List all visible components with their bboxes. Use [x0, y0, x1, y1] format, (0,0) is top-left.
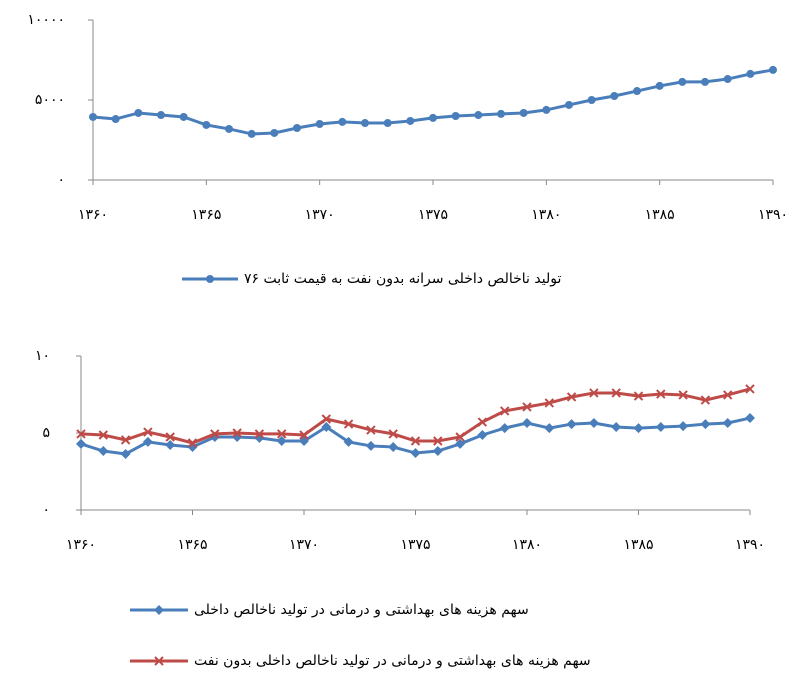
marker: [112, 115, 120, 123]
x-tick-label: ۱۳۷۰: [289, 537, 319, 553]
x-tick-label: ۱۳۶۰: [66, 537, 96, 553]
marker: [656, 82, 664, 90]
marker: [520, 109, 528, 117]
x-tick-label: ۱۳۷۰: [305, 207, 335, 223]
y-tick-label: ۵: [42, 425, 50, 441]
marker: [477, 430, 487, 440]
x-tick-label: ۱۳۸۵: [645, 207, 675, 223]
x-tick-label: ۱۳۹۰: [758, 207, 788, 223]
marker: [723, 418, 733, 428]
page: ۰ ۵۰۰۰ ۱۰۰۰۰ ۱۳۶۰ ۱۳۶۵ ۱۳۷۰ ۱۳۷۵ ۱۳۸۰ ۱۳۸۵ ۱۳۹۰ تو…: [0, 0, 794, 677]
marker: [656, 422, 666, 432]
marker: [366, 441, 376, 451]
marker: [678, 421, 688, 431]
marker: [76, 439, 86, 449]
marker: [429, 114, 437, 122]
series-line: [81, 389, 750, 443]
y-tick-label: ۵۰۰۰: [35, 92, 65, 108]
marker: [565, 101, 573, 109]
marker: [338, 118, 346, 126]
marker: [157, 111, 165, 119]
marker: [388, 442, 398, 452]
charts: ۰ ۵۰۰۰ ۱۰۰۰۰ ۱۳۶۰ ۱۳۶۵ ۱۳۷۰ ۱۳۷۵ ۱۳۸۰ ۱۳۸۵ ۱۳۹۰ تو…: [0, 0, 794, 677]
x-tick-label: ۱۳۸۰: [531, 207, 561, 223]
marker: [202, 121, 210, 129]
marker: [134, 109, 142, 117]
marker: [567, 419, 577, 429]
marker: [180, 113, 188, 121]
marker: [611, 422, 621, 432]
marker: [522, 418, 532, 428]
y-tick-label: ۰: [57, 172, 65, 188]
marker: [411, 448, 421, 458]
marker: [610, 92, 618, 100]
marker: [724, 75, 732, 83]
legend-label: تولید ناخالص داخلی سرانه بدون نفت به قیم…: [244, 271, 561, 287]
marker: [634, 423, 644, 433]
marker: [633, 87, 641, 95]
marker: [588, 96, 596, 104]
legend-label: سهم هزینه های بهداشتی و درمانی در تولید …: [194, 653, 591, 669]
marker: [270, 129, 278, 137]
y-tick-label: ۰: [42, 502, 50, 518]
marker: [500, 423, 510, 433]
marker: [678, 78, 686, 86]
marker: [406, 117, 414, 125]
x-tick-label: ۱۳۶۰: [78, 207, 108, 223]
marker: [497, 110, 505, 118]
marker: [452, 112, 460, 120]
marker: [433, 446, 443, 456]
marker: [154, 605, 164, 615]
series-line: [93, 70, 773, 134]
marker: [316, 120, 324, 128]
x-tick-label: ۱۳۸۵: [623, 537, 653, 553]
marker: [98, 446, 108, 456]
x-tick-label: ۱۳۶۵: [177, 537, 207, 553]
marker: [769, 66, 777, 74]
marker: [89, 113, 97, 121]
marker: [589, 418, 599, 428]
y-tick-label: ۱۰۰۰۰: [27, 12, 65, 28]
y-tick-label: ۱۰: [35, 348, 50, 364]
marker: [361, 119, 369, 127]
marker: [293, 124, 301, 132]
x-tick-label: ۱۳۸۰: [512, 537, 542, 553]
marker: [745, 413, 755, 423]
marker: [700, 419, 710, 429]
x-tick-label: ۱۳۹۰: [735, 537, 765, 553]
marker: [701, 78, 709, 86]
marker: [384, 119, 392, 127]
x-tick-label: ۱۳۶۵: [191, 207, 221, 223]
legend-label: سهم هزینه های بهداشتی و درمانی در تولید …: [194, 602, 529, 618]
marker: [474, 111, 482, 119]
marker: [542, 106, 550, 114]
marker: [544, 423, 554, 433]
x-tick-label: ۱۳۷۵: [400, 537, 430, 553]
marker: [165, 440, 175, 450]
marker: [206, 275, 214, 283]
marker: [248, 130, 256, 138]
marker: [746, 70, 754, 78]
x-tick-label: ۱۳۷۵: [418, 207, 448, 223]
marker: [225, 125, 233, 133]
